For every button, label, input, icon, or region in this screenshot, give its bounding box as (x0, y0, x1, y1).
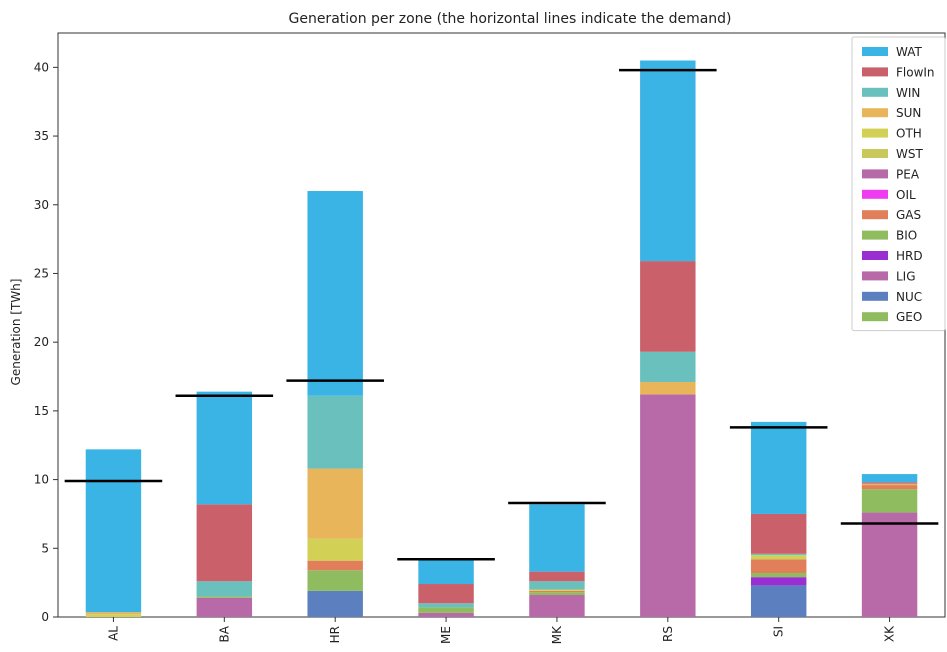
legend-entry-pea: PEA (896, 167, 920, 181)
legend: WAT FlowIn WIN SUN OTH WST PEA OIL GAS BIO HRD LIG N… (851, 36, 946, 332)
bar-segment-xk-lig (861, 512, 918, 617)
x-tick-label: RS (661, 626, 675, 642)
bar-segment-ba-bio (196, 596, 253, 598)
legend-swatch-lig (862, 271, 888, 281)
bar-segment-si-bio (750, 573, 807, 578)
bar-segment-me-lig (418, 612, 474, 617)
legend-swatch-bio (862, 230, 888, 240)
bar-segment-hr-wat (307, 191, 363, 396)
legend-entry-flowin: FlowIn (896, 65, 935, 79)
bar-segment-mk-oth (529, 589, 585, 591)
bar-segment-mk-flowin (529, 571, 585, 582)
bar-segment-mk-gas (529, 590, 585, 593)
y-tick-label: 0 (41, 610, 49, 624)
legend-entry-bio: BIO (896, 229, 917, 243)
bar-segment-xk-wat (861, 474, 918, 483)
legend-swatch-oil (862, 189, 888, 199)
bar-segment-hr-nuc (307, 590, 363, 617)
x-tick-label: AL (106, 626, 120, 641)
bar-segment-rs-win (640, 351, 696, 383)
bar-segment-al-oth (85, 614, 142, 617)
bar-segment-rs-wat (640, 60, 696, 262)
legend-entry-wst: WST (896, 147, 923, 161)
bar-segment-si-wat (750, 421, 807, 514)
x-tick-label: MK (550, 625, 564, 644)
x-tick-label: SI (772, 626, 786, 637)
bar-segment-me-bio (418, 607, 474, 613)
y-tick-label: 20 (34, 335, 49, 349)
bar-segment-ba-flowin (196, 504, 253, 582)
legend-entry-hrd: HRD (896, 249, 923, 263)
bar-segment-si-oth (750, 555, 807, 560)
y-tick-label: 30 (34, 198, 49, 212)
bar-segment-hr-oth (307, 538, 363, 561)
legend-swatch-flowin (862, 67, 888, 77)
bar-segment-ba-lig (196, 597, 253, 617)
bar-segment-si-hrd (750, 577, 807, 586)
x-tick-label: BA (217, 625, 231, 642)
legend-swatch-oth (862, 128, 888, 138)
bar-segment-si-gas (750, 559, 807, 574)
legend-swatch-wat (862, 47, 888, 56)
y-tick-label: 25 (34, 266, 49, 280)
bar-segment-al-sun (85, 612, 142, 615)
legend-entry-gas: GAS (896, 208, 921, 222)
bar-segment-me-wat (418, 559, 474, 585)
bar-segment-hr-sun (307, 468, 363, 539)
x-tick-label: XK (883, 625, 897, 642)
chart-title: Generation per zone (the horizontal line… (288, 11, 731, 27)
bar-segment-rs-sun (640, 382, 696, 395)
legend-swatch-pea (862, 169, 888, 179)
bar-segment-si-nuc (750, 585, 807, 617)
x-tick-label: ME (439, 626, 453, 644)
legend-entry-geo: GEO (896, 310, 922, 324)
bar-segment-rs-lig (640, 394, 696, 617)
plot-frame (57, 32, 946, 618)
bar-segment-mk-lig (529, 595, 585, 617)
bar-segment-ba-wat (196, 391, 253, 505)
bar-segment-mk-wat (529, 504, 585, 572)
bar-segment-hr-win (307, 395, 363, 469)
bar-segment-me-flowin (418, 584, 474, 604)
plot-area: 0 5 10 15 20 25 30 35 40 AL BA HR ME MK RS SI XK (34, 32, 946, 644)
bar-segment-si-win (750, 553, 807, 556)
legend-entry-win: WIN (896, 86, 920, 100)
bar-segment-xk-bio (861, 489, 918, 513)
legend-swatch-gas (862, 210, 888, 220)
legend-frame (851, 36, 946, 332)
x-tick-label: HR (328, 626, 342, 643)
legend-entry-wat: WAT (896, 45, 922, 59)
bar-segment-si-flowin (750, 513, 807, 554)
legend-swatch-geo (862, 312, 888, 322)
legend-entry-oil: OIL (896, 188, 916, 202)
y-tick-label: 40 (34, 60, 49, 74)
y-tick-label: 35 (34, 129, 49, 143)
legend-swatch-sun (862, 108, 888, 118)
bar-segment-hr-bio (307, 570, 363, 591)
legend-entry-sun: SUN (896, 106, 921, 120)
legend-swatch-wst (862, 149, 888, 158)
y-tick-label: 15 (34, 404, 49, 418)
bar-segment-mk-win (529, 581, 585, 590)
bar-segment-al-wat (85, 449, 142, 613)
bar-segment-mk-bio (529, 592, 585, 596)
bar-segment-me-win (418, 603, 474, 608)
y-axis-label: Generation [TWh] (9, 279, 23, 386)
legend-swatch-nuc (862, 291, 888, 301)
legend-entry-oth: OTH (896, 127, 922, 141)
bar-segment-xk-flowin (861, 482, 918, 484)
legend-entry-lig: LIG (896, 269, 916, 283)
bar-segment-xk-gas (861, 485, 918, 490)
bar-segment-ba-win (196, 581, 253, 597)
bar-segment-hr-gas (307, 560, 363, 571)
bar-segment-xk-sun (861, 483, 918, 486)
legend-swatch-win (862, 87, 888, 97)
legend-entry-nuc: NUC (896, 290, 922, 304)
y-tick-label: 5 (41, 541, 49, 555)
bar-segment-rs-flowin (640, 261, 696, 352)
legend-swatch-hrd (862, 251, 888, 260)
y-tick-label: 10 (34, 473, 49, 487)
